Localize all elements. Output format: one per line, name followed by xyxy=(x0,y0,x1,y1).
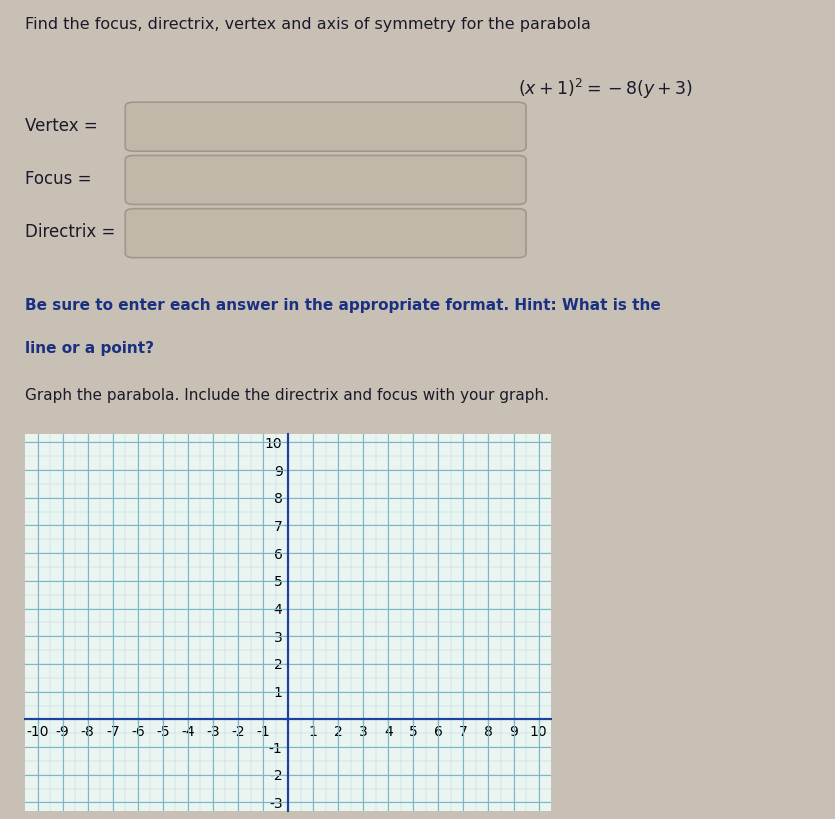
FancyBboxPatch shape xyxy=(125,102,526,152)
Text: $(x + 1)^2 = -8(y + 3)$: $(x + 1)^2 = -8(y + 3)$ xyxy=(518,77,693,101)
Text: Directrix =: Directrix = xyxy=(25,223,115,241)
FancyBboxPatch shape xyxy=(125,156,526,205)
FancyBboxPatch shape xyxy=(125,209,526,258)
Text: Focus =: Focus = xyxy=(25,170,92,188)
Text: Find the focus, directrix, vertex and axis of symmetry for the parabola: Find the focus, directrix, vertex and ax… xyxy=(25,17,591,32)
Text: Vertex =: Vertex = xyxy=(25,116,98,134)
Text: Graph the parabola. Include the directrix and focus with your graph.: Graph the parabola. Include the directri… xyxy=(25,387,549,403)
Text: Be sure to enter each answer in the appropriate format. Hint: What is the: Be sure to enter each answer in the appr… xyxy=(25,298,660,313)
Text: line or a point?: line or a point? xyxy=(25,341,154,355)
